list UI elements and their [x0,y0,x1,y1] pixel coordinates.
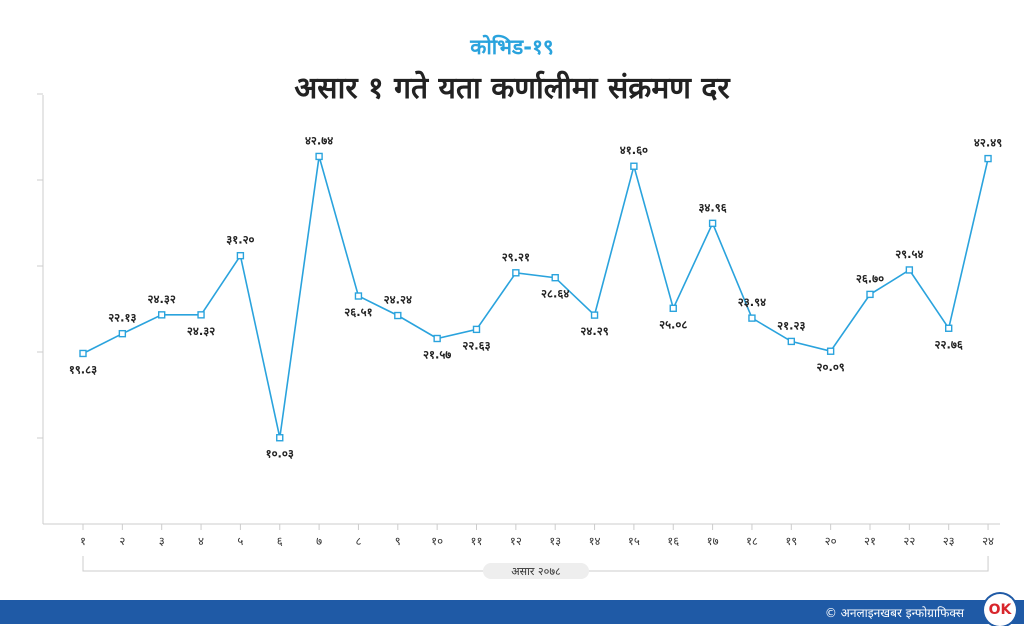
brand-logo: OK [984,594,1016,626]
x-tick-label: १२ [510,534,522,548]
line-chart: १९.८३ २२.१३ २४.३२ २४.३२ ३१.२० १०.०३ ४२.७४ २६.५१… [37,93,1002,579]
chart-title: असार १ गते यता कर्णालीमा संक्रमण दर [294,71,730,106]
kicker-title: कोभिड-१९ [470,35,554,59]
data-point [787,337,795,346]
data-label: २२.७६ [935,337,963,351]
data-label: २४.२९ [580,324,608,338]
data-point [79,349,87,358]
data-label: ३१.२० [226,233,254,247]
x-tick-label: १० [431,534,443,548]
data-label: २१.२३ [777,318,805,332]
data-point [157,311,166,319]
x-tick-label: १८ [746,534,758,548]
data-point [236,251,245,260]
data-point [905,266,914,274]
x-tick-label: १४ [589,534,601,548]
data-point [945,324,953,332]
data-label: २०.०९ [817,360,845,374]
x-tick-label: १६ [667,534,679,548]
data-point [984,154,992,163]
data-label: ४२.४९ [974,136,1002,150]
data-label: २४.२४ [384,293,412,307]
data-labels: १९.८३ २२.१३ २४.३२ २४.३२ ३१.२० १०.०३ ४२.७४ २६.५१… [69,133,1002,460]
data-label: ३४.९६ [698,200,726,214]
data-point [512,269,520,277]
data-point [315,152,323,161]
x-tick-labels: १ २ ३ ४ ५ ६ ७ ८ ९ १० ११ १२ १३ १४ १५ १६ १७ १८ १९ २० २१ २२ २३ २४ [80,534,994,548]
data-point [748,314,756,322]
data-label: ४१.६० [620,143,648,157]
chart-axes [37,93,1000,530]
data-point [433,334,441,343]
footer-bar: © अनलाइनखबर इन्फोग्राफिक्स OK [0,594,1024,626]
data-label: २१.५७ [423,347,451,361]
x-tick-label: १५ [628,534,640,548]
x-axis-title-group: असार २०७८ [483,563,589,579]
x-axis-title: असार २०७८ [511,565,561,578]
x-tick-label: २० [825,534,837,548]
data-label: २३.९४ [738,295,766,309]
x-tick-label: १७ [707,534,719,548]
data-point [669,304,677,313]
data-point [708,219,717,228]
x-tick-label: २१ [864,534,876,548]
data-points [79,152,992,442]
data-point [866,290,874,299]
x-tick-label: ३ [159,534,165,548]
x-tick-label: १९ [785,534,797,548]
data-label: १०.०३ [266,447,294,461]
data-point [394,311,402,320]
data-label: २९.५४ [895,247,923,261]
data-point [118,329,127,338]
data-label: २५.०८ [659,317,687,331]
data-point [826,347,835,355]
x-tick-label: १ [80,534,86,548]
data-label: २८.६४ [541,287,569,301]
x-tick-label: ८ [355,534,361,548]
x-tick-label: २ [119,534,125,548]
series-line [82,156,989,438]
data-label: २२.१३ [108,311,136,325]
x-tick-label: २३ [943,534,955,548]
data-point [472,325,481,334]
data-point [551,273,559,282]
data-label: २६.५१ [344,305,372,319]
data-point [630,162,638,170]
data-point [590,311,599,319]
x-tick-label: ५ [237,534,243,548]
data-label: २९.२१ [502,250,530,264]
x-axis-title-pill [483,563,589,579]
data-point [197,311,205,319]
x-tick-label: ९ [395,534,401,548]
logo-text: OK [988,602,1012,618]
credit-text: © अनलाइनखबर इन्फोग्राफिक्स [824,606,964,620]
data-point [354,292,363,300]
data-point [276,434,284,442]
x-tick-label: ४ [198,534,204,548]
x-tick-label: २४ [982,534,994,548]
x-tick-label: ७ [316,534,322,548]
x-tick-label: २२ [903,534,915,548]
data-label: ४२.७४ [305,133,333,147]
x-tick-label: १३ [549,534,561,548]
data-label: २४.३२ [148,292,176,306]
data-label: १९.८३ [69,362,97,376]
data-label: २४.३२ [187,324,215,338]
x-tick-label: ११ [471,534,483,548]
data-label: २६.७० [856,271,884,285]
data-label: २२.६३ [462,338,490,352]
x-tick-label: ६ [277,534,283,548]
